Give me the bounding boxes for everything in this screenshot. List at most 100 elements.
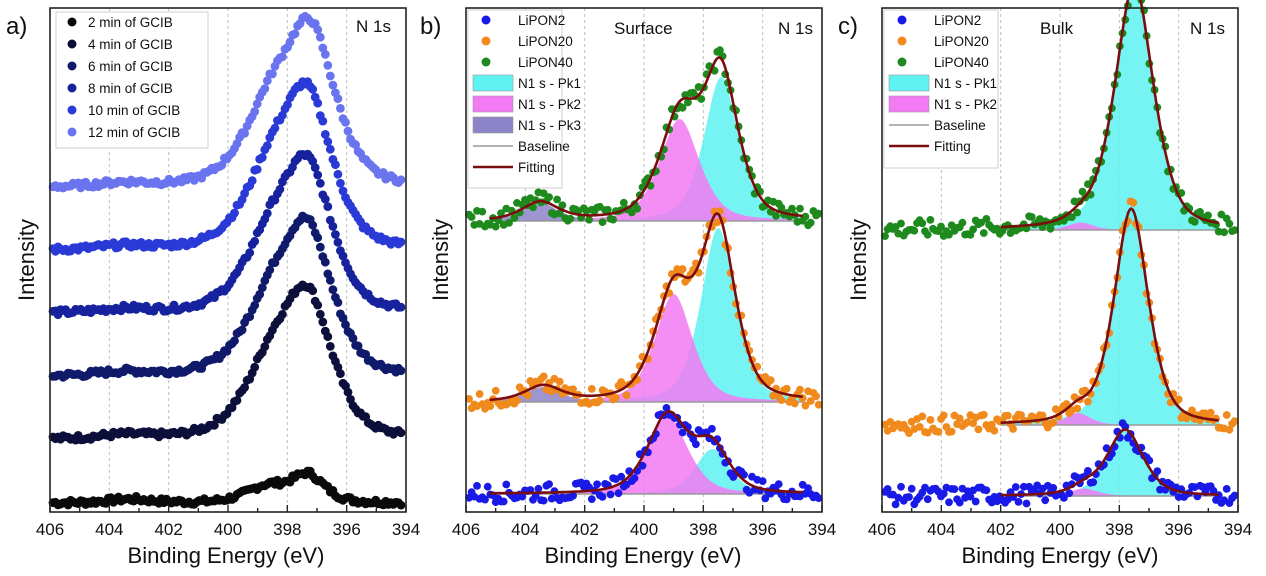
data-point: [1073, 208, 1082, 217]
data-point: [1022, 499, 1031, 508]
data-point: [1206, 408, 1215, 417]
data-point: [473, 482, 481, 490]
legend-label: N1 s - Pk3: [518, 118, 581, 133]
data-point: [250, 300, 260, 310]
data-point: [265, 265, 275, 275]
data-point: [766, 376, 775, 384]
data-point: [918, 412, 927, 421]
data-point: [603, 205, 612, 214]
data-point: [396, 237, 406, 247]
panel-b-title: Surface: [614, 19, 673, 38]
data-point: [1041, 496, 1050, 505]
data-point: [313, 300, 323, 310]
legend-label: Fitting: [934, 139, 971, 154]
data-point: [1060, 494, 1068, 502]
legend-marker: [481, 57, 491, 67]
data-point: [801, 401, 810, 410]
data-point: [315, 309, 325, 319]
legend-swatch: [472, 95, 514, 113]
data-point: [777, 396, 786, 404]
data-point: [505, 219, 513, 227]
data-point: [341, 117, 350, 127]
data-point: [971, 497, 980, 506]
data-point: [614, 489, 623, 498]
data-point: [926, 416, 935, 424]
data-point: [481, 495, 489, 504]
data-point: [240, 129, 250, 138]
legend-box: [55, 11, 209, 149]
data-point: [939, 489, 948, 498]
data-point: [987, 420, 996, 429]
panel-b-frame: [465, 7, 823, 513]
data-point: [598, 218, 607, 227]
data-point: [396, 428, 406, 438]
data-point: [308, 220, 318, 230]
data-point: [979, 410, 988, 419]
data-point: [351, 140, 360, 150]
data-point: [1038, 411, 1047, 420]
data-point: [697, 95, 706, 103]
data-point: [278, 52, 287, 62]
x-tick-label: 398: [689, 520, 717, 539]
data-point: [923, 230, 932, 239]
data-point: [934, 428, 943, 436]
data-point: [320, 257, 330, 267]
x-tick-label: 406: [868, 520, 896, 539]
data-point: [285, 37, 295, 47]
legend-label: LiPON20: [934, 34, 989, 49]
data-point: [499, 497, 508, 506]
data-point: [569, 491, 577, 500]
legend-label: LiPON20: [518, 34, 573, 49]
data-point: [333, 94, 343, 104]
data-point: [758, 477, 767, 485]
x-tick-label: 404: [95, 520, 123, 539]
data-point: [325, 342, 335, 351]
data-point: [333, 237, 343, 247]
x-tick-label: 400: [630, 520, 658, 539]
data-point: [325, 275, 335, 285]
data-point: [328, 285, 338, 294]
x-tick-label: 400: [1046, 520, 1074, 539]
series-lipon2: [881, 419, 1239, 509]
data-point: [788, 204, 796, 213]
data-point: [534, 484, 543, 493]
data-point: [1204, 211, 1212, 220]
data-point: [343, 126, 353, 136]
data-point: [240, 383, 250, 392]
data-point: [467, 213, 476, 221]
data-point: [323, 332, 333, 342]
data-point: [982, 215, 991, 223]
data-point: [396, 175, 406, 185]
data-point: [969, 225, 977, 234]
data-point: [814, 209, 823, 218]
data-point: [801, 212, 810, 221]
data-point: [318, 317, 328, 327]
data-point: [926, 216, 935, 224]
x-tick-label: 402: [570, 520, 598, 539]
x-tick-label: 394: [392, 520, 420, 539]
data-point: [325, 144, 335, 154]
data-point: [947, 427, 956, 436]
data-point: [555, 377, 564, 386]
data-point: [1222, 485, 1231, 493]
component-pk1: [1000, 209, 1221, 425]
fit-curve: [489, 212, 803, 402]
data-point: [486, 402, 495, 410]
data-point: [633, 204, 642, 213]
data-point: [313, 233, 323, 243]
data-point: [510, 214, 519, 222]
data-point: [881, 232, 889, 241]
data-point: [250, 107, 260, 116]
data-point: [1027, 213, 1036, 221]
data-point: [915, 423, 924, 431]
panel-c-xlabel: Binding Energy (eV): [962, 543, 1159, 568]
data-point: [1049, 484, 1058, 492]
panel-b-xlabel: Binding Energy (eV): [545, 543, 742, 568]
panel-a-legend: 2 min of GCIB 4 min of GCIB 6 min of GCIB 8…: [55, 11, 209, 149]
data-point: [1230, 491, 1239, 500]
data-point: [958, 218, 967, 227]
x-tick-label: 396: [748, 520, 776, 539]
data-point: [1220, 228, 1228, 237]
legend-marker: [67, 17, 77, 27]
series-10-min-of-gcib: [48, 77, 406, 256]
